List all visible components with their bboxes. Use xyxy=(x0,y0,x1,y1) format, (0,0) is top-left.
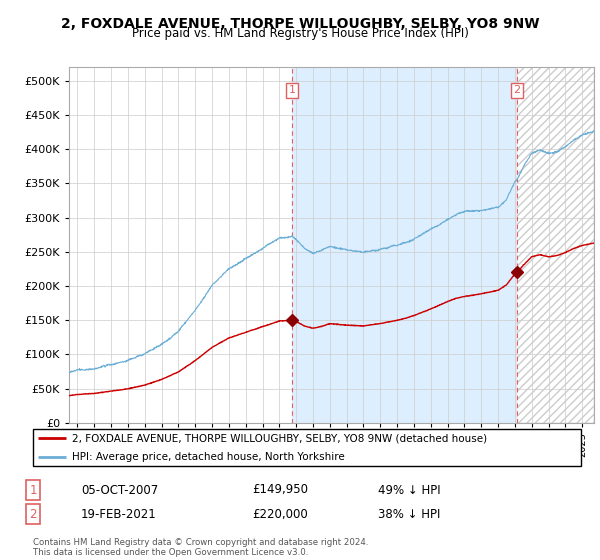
Text: 1: 1 xyxy=(29,483,37,497)
Text: HPI: Average price, detached house, North Yorkshire: HPI: Average price, detached house, Nort… xyxy=(71,452,344,461)
Text: 2: 2 xyxy=(29,507,37,521)
Text: 19-FEB-2021: 19-FEB-2021 xyxy=(81,507,157,521)
FancyBboxPatch shape xyxy=(33,430,581,465)
Text: 05-OCT-2007: 05-OCT-2007 xyxy=(81,483,158,497)
Text: £220,000: £220,000 xyxy=(252,507,308,521)
Bar xyxy=(292,67,517,423)
Text: Contains HM Land Registry data © Crown copyright and database right 2024.
This d: Contains HM Land Registry data © Crown c… xyxy=(33,538,368,557)
Bar xyxy=(517,67,594,423)
Text: 2, FOXDALE AVENUE, THORPE WILLOUGHBY, SELBY, YO8 9NW (detached house): 2, FOXDALE AVENUE, THORPE WILLOUGHBY, SE… xyxy=(71,433,487,443)
Text: 49% ↓ HPI: 49% ↓ HPI xyxy=(378,483,440,497)
Text: Price paid vs. HM Land Registry's House Price Index (HPI): Price paid vs. HM Land Registry's House … xyxy=(131,27,469,40)
Text: 1: 1 xyxy=(289,85,296,95)
Bar xyxy=(517,67,594,423)
Text: 2, FOXDALE AVENUE, THORPE WILLOUGHBY, SELBY, YO8 9NW: 2, FOXDALE AVENUE, THORPE WILLOUGHBY, SE… xyxy=(61,17,539,31)
Text: 2: 2 xyxy=(514,85,521,95)
Text: 38% ↓ HPI: 38% ↓ HPI xyxy=(378,507,440,521)
Text: £149,950: £149,950 xyxy=(252,483,308,497)
